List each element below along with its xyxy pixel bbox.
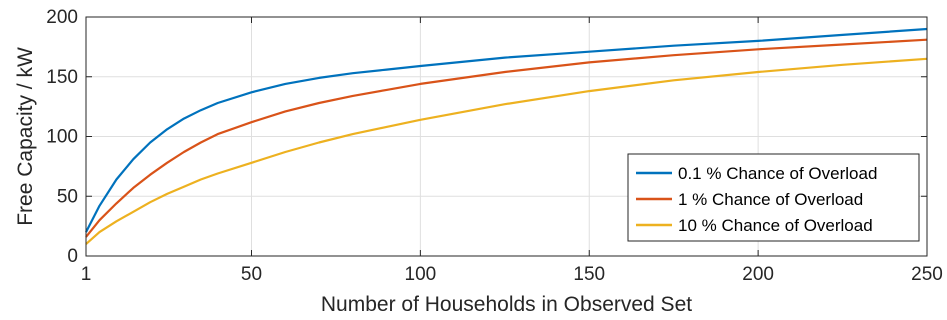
series-lines [85, 27, 928, 245]
legend-item: 0.1 % Chance of Overload [636, 164, 877, 183]
series-line [85, 38, 928, 238]
legend-label: 1 % Chance of Overload [678, 190, 863, 209]
legend-label: 0.1 % Chance of Overload [678, 164, 877, 183]
legend: 0.1 % Chance of Overload 1 % Chance of Ov… [627, 153, 920, 242]
y-tick-label: 50 [57, 186, 78, 207]
series-3 [85, 57, 928, 245]
legend-box [627, 153, 920, 242]
x-tick-label: 200 [742, 264, 774, 285]
legend-item: 10 % Chance of Overload [636, 216, 873, 235]
series-line [85, 57, 928, 245]
x-tick-label: 100 [405, 264, 437, 285]
series-2 [85, 38, 928, 238]
y-tick-label: 150 [46, 67, 78, 88]
x-axis-label: Number of Households in Observed Set [321, 293, 692, 316]
series-line [85, 27, 928, 233]
x-tick-label: 150 [573, 264, 605, 285]
y-tick-label: 0 [67, 246, 78, 267]
legend-item: 1 % Chance of Overload [636, 190, 863, 209]
x-tick-label: 250 [911, 264, 943, 285]
legend-label: 10 % Chance of Overload [678, 216, 873, 235]
y-axis-label: Free Capacity / kW [14, 47, 37, 226]
y-tick-label: 100 [46, 127, 78, 148]
series-1 [85, 27, 928, 233]
x-tick-label: 50 [241, 264, 262, 285]
legend-items: 0.1 % Chance of Overload 1 % Chance of Ov… [636, 164, 877, 235]
y-tick-label: 200 [46, 7, 78, 28]
x-tick-label: 1 [81, 264, 92, 285]
